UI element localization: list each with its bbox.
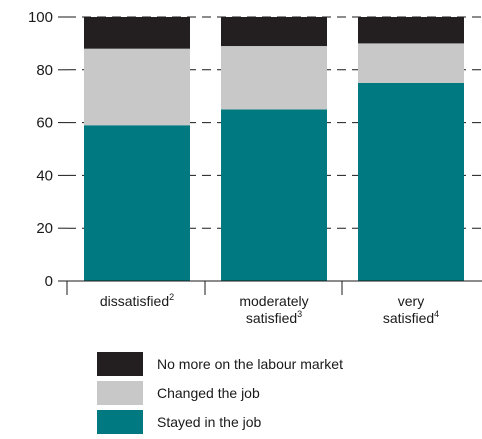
bar-very-satisfied-no-more-on-the-labour-market — [358, 17, 464, 44]
legend: No more on the labour market Changed the… — [97, 352, 343, 439]
y-tick-label-60: 60 — [36, 115, 53, 132]
bar-moderately-satisfied-no-more-on-the-labour-market — [221, 17, 327, 47]
bar-moderately-satisfied-stayed-in-the-job — [221, 109, 327, 282]
y-tick-label-40: 40 — [36, 167, 53, 184]
y-tick-label-80: 80 — [36, 62, 53, 79]
x-category-label-moderately-satisfied: moderately satisfied3 — [239, 293, 308, 326]
stacked-bar-chart: 0 20 40 60 80 100 dissatisfied2 moderately satis… — [28, 9, 482, 326]
y-tick-label-20: 20 — [36, 220, 53, 237]
x-category-label-dissatisfied: dissatisfied2 — [100, 292, 174, 309]
bar-dissatisfied-changed-the-job — [84, 48, 190, 126]
bar-very-satisfied-stayed-in-the-job — [358, 83, 464, 281]
y-tick-label-100: 100 — [28, 9, 53, 26]
legend-label-changed-the-job: Changed the job — [157, 385, 260, 401]
bar-dissatisfied-stayed-in-the-job — [84, 125, 190, 282]
axes: 0 20 40 60 80 100 dissatisfied2 moderately satis… — [28, 9, 482, 326]
bar-moderately-satisfied-changed-the-job — [221, 46, 327, 110]
x-category-label-very-satisfied: very satisfied4 — [383, 293, 439, 326]
legend-item-no-more-on-labour-market: No more on the labour market — [97, 352, 343, 376]
legend-swatch-changed-the-job — [97, 381, 143, 405]
legend-label-stayed-in-the-job: Stayed in the job — [157, 414, 262, 430]
legend-swatch-no-more-on-labour-market — [97, 352, 143, 376]
bar-dissatisfied-no-more-on-the-labour-market — [84, 17, 190, 49]
y-tick-label-0: 0 — [45, 273, 53, 290]
bars — [84, 17, 464, 282]
bar-very-satisfied-changed-the-job — [358, 43, 464, 83]
legend-item-changed-the-job: Changed the job — [97, 381, 343, 405]
legend-label-no-more-on-labour-market: No more on the labour market — [157, 356, 343, 372]
legend-swatch-stayed-in-the-job — [97, 410, 143, 434]
legend-item-stayed-in-the-job: Stayed in the job — [97, 410, 343, 434]
